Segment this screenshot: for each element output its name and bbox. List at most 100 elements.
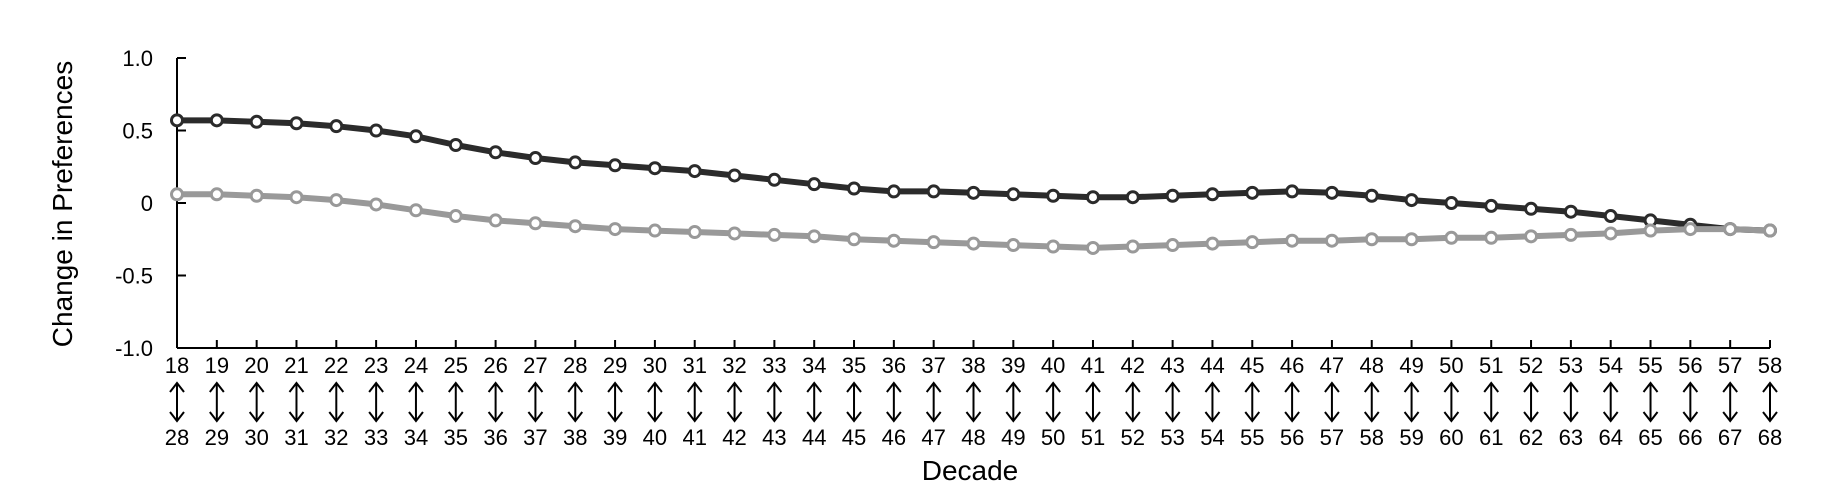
double-arrow-icon <box>248 381 265 423</box>
double-arrow-icon <box>647 381 663 423</box>
data-point <box>249 114 264 129</box>
data-point <box>369 197 384 212</box>
data-point <box>1006 238 1021 253</box>
x-tick-label-start: 31 <box>682 353 706 378</box>
data-point <box>408 129 423 144</box>
x-tick-label-end: 64 <box>1598 425 1622 450</box>
data-point <box>1165 188 1180 203</box>
data-point <box>847 232 862 247</box>
data-point <box>966 185 981 200</box>
x-tick-label-start: 26 <box>483 353 507 378</box>
double-arrow-icon <box>1244 381 1261 423</box>
data-point <box>1324 185 1339 200</box>
data-point <box>1364 232 1379 247</box>
x-tick-label-end: 47 <box>921 425 945 450</box>
x-tick-label-end: 43 <box>762 425 786 450</box>
double-arrow-icon <box>726 381 743 423</box>
x-tick-label-start: 24 <box>404 353 428 378</box>
double-arrow-icon <box>766 381 783 423</box>
x-tick-label-start: 52 <box>1519 353 1543 378</box>
data-point <box>1484 230 1499 245</box>
x-tick-label-start: 27 <box>523 353 547 378</box>
data-point <box>170 187 184 202</box>
x-tick-label-end: 29 <box>205 425 229 450</box>
series-2 <box>170 187 1777 255</box>
data-point <box>807 177 822 192</box>
x-tick-label-start: 40 <box>1041 353 1065 378</box>
data-point <box>1006 187 1021 202</box>
data-point <box>369 123 384 138</box>
x-tick-label-start: 29 <box>603 353 627 378</box>
axes: 1.0 0.5 0 -0.5 -1.0 18 28 19 29 20 30 21 31 22 32 23 33 2… <box>115 46 1782 450</box>
double-arrow-icon <box>1125 381 1141 423</box>
data-point <box>1085 240 1100 255</box>
data-point <box>1205 236 1220 251</box>
data-point <box>687 164 702 179</box>
x-tick-label-end: 63 <box>1559 425 1583 450</box>
x-tick-label-end: 49 <box>1001 425 1025 450</box>
x-tick-label-start: 32 <box>722 353 746 378</box>
x-tick-label-end: 56 <box>1280 425 1304 450</box>
x-tick-label-start: 58 <box>1758 353 1782 378</box>
x-tick-label-start: 45 <box>1240 353 1264 378</box>
y-tick-label: -1.0 <box>115 336 153 361</box>
x-tick-label-end: 55 <box>1240 425 1264 450</box>
double-arrow-icon <box>1363 381 1380 423</box>
data-point <box>170 113 184 128</box>
double-arrow-icon <box>1403 381 1420 423</box>
x-tick-label-start: 42 <box>1121 353 1145 378</box>
data-point <box>289 190 304 205</box>
double-arrow-icon <box>1045 381 1061 423</box>
x-tick-label-end: 61 <box>1479 425 1503 450</box>
x-tick-label-end: 36 <box>483 425 507 450</box>
double-arrow-icon <box>1722 381 1738 423</box>
x-tick-label-end: 52 <box>1121 425 1145 450</box>
double-arrow-icon <box>1204 381 1221 423</box>
double-arrow-icon <box>447 381 464 423</box>
x-tick-label-end: 40 <box>643 425 667 450</box>
x-tick-label-end: 33 <box>364 425 388 450</box>
data-point <box>1245 185 1260 200</box>
x-tick-label-end: 66 <box>1678 425 1702 450</box>
double-arrow-icon <box>925 381 942 423</box>
x-tick-label-end: 32 <box>324 425 348 450</box>
data-point <box>1723 222 1738 237</box>
x-tick-label-start: 43 <box>1160 353 1184 378</box>
x-tick-label-start: 51 <box>1479 353 1503 378</box>
data-point <box>1563 227 1578 242</box>
data-point <box>1085 190 1100 205</box>
double-arrow-icon <box>1324 381 1340 423</box>
double-arrow-icon <box>1602 381 1619 423</box>
double-arrow-icon <box>686 381 703 423</box>
data-point <box>1683 222 1698 237</box>
x-tick-label-end: 54 <box>1200 425 1224 450</box>
data-point <box>886 233 901 248</box>
data-point <box>209 187 224 202</box>
y-tick-label: 1.0 <box>122 46 153 71</box>
x-tick-label-end: 41 <box>682 425 706 450</box>
data-point <box>448 209 463 224</box>
data-point <box>608 158 623 173</box>
data-point <box>1524 229 1539 244</box>
data-point <box>886 184 901 199</box>
double-arrow-icon <box>408 381 424 423</box>
x-tick-label-start: 41 <box>1081 353 1105 378</box>
double-arrow-icon <box>846 381 862 423</box>
x-tick-label-end: 34 <box>404 425 428 450</box>
double-arrow-icon <box>1005 381 1022 423</box>
data-point <box>1643 223 1658 238</box>
data-point <box>1603 226 1618 241</box>
data-point <box>1444 196 1459 210</box>
x-tick-label-end: 31 <box>284 425 308 450</box>
x-tick-label-start: 54 <box>1598 353 1622 378</box>
data-point <box>1364 188 1379 203</box>
x-tick-label-end: 28 <box>165 425 189 450</box>
data-point <box>687 225 702 239</box>
data-point <box>1046 188 1061 203</box>
series-1 <box>170 113 1777 238</box>
data-point <box>767 172 782 187</box>
double-arrow-icon <box>487 381 504 423</box>
data-point <box>249 188 264 203</box>
data-point <box>329 119 344 134</box>
double-arrow-icon <box>1762 381 1778 423</box>
